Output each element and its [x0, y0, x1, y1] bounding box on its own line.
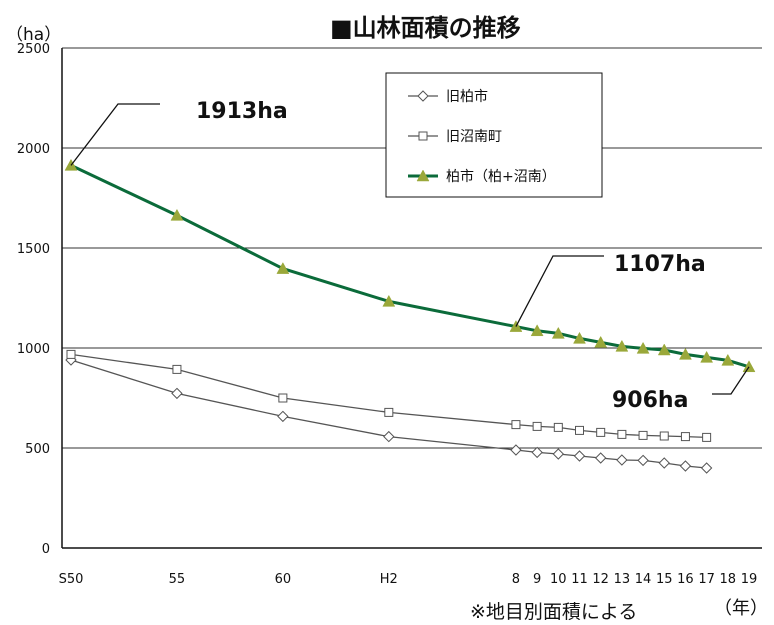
data-point-s2-17 [700, 350, 714, 363]
data-point-s0-15 [658, 457, 670, 469]
legend-marker-0 [417, 90, 429, 102]
legend-label-0: 旧柏市 [446, 88, 488, 105]
x-tick-label-17: 17 [698, 572, 715, 587]
x-tick-label-60: 60 [275, 572, 292, 587]
data-point-s1-H2 [384, 407, 394, 417]
x-tick-label-16: 16 [677, 572, 694, 587]
data-point-s1-55 [172, 364, 182, 374]
annotation-leader-1 [515, 255, 604, 327]
data-point-s1-S50 [66, 349, 76, 359]
data-point-s1-9 [532, 421, 542, 431]
data-point-s1-14 [638, 430, 648, 440]
y-axis-unit: （ha） [6, 25, 62, 45]
y-tick-label-0: 0 [42, 542, 50, 557]
data-point-s2-15 [657, 343, 671, 356]
data-point-s0-14 [637, 454, 649, 467]
source-note: ※地目別面積による [470, 601, 638, 623]
data-point-s0-55 [171, 387, 183, 400]
data-point-s2-19 [742, 360, 756, 373]
data-point-s0-16 [679, 460, 692, 472]
data-point-s2-13 [615, 339, 629, 352]
x-tick-label-15: 15 [656, 572, 673, 587]
data-point-s2-55 [170, 208, 184, 221]
data-point-s1-8 [511, 420, 521, 430]
y-tick-label-1500: 1500 [17, 242, 50, 257]
data-point-s1-17 [702, 432, 712, 442]
data-point-s0-9 [531, 446, 543, 459]
legend-label-1: 旧沼南町 [446, 129, 502, 145]
data-point-s2-9 [530, 324, 544, 337]
data-point-s2-11 [573, 331, 586, 344]
x-tick-label-12: 12 [592, 572, 609, 587]
legend-marker-1 [418, 131, 428, 141]
data-point-s2-H2 [382, 294, 396, 307]
data-point-s0-13 [616, 454, 628, 466]
annotation-label-1: 1107ha [614, 252, 706, 277]
chart-title: ■山林面積の推移 [330, 14, 521, 42]
x-tick-label-11: 11 [571, 572, 588, 587]
data-point-s0-8 [510, 444, 522, 456]
data-point-s0-H2 [383, 430, 395, 443]
x-tick-label-H2: H2 [380, 572, 398, 587]
x-axis-unit: （年） [714, 598, 768, 619]
data-point-s1-10 [553, 422, 563, 432]
legend-label-2: 柏市（柏+沼南） [446, 168, 556, 185]
x-tick-label-9: 9 [533, 572, 541, 587]
y-tick-label-2000: 2000 [17, 142, 50, 157]
data-point-s2-14 [636, 341, 650, 354]
x-tick-label-19: 19 [741, 572, 758, 587]
x-tick-label-S50: S50 [59, 572, 84, 587]
series-line-2 [70, 164, 750, 369]
data-point-s1-60 [278, 393, 288, 403]
annotation-label-0: 1913ha [196, 99, 288, 124]
y-tick-label-500: 500 [25, 442, 50, 457]
data-point-s1-15 [659, 431, 669, 441]
x-tick-label-14: 14 [635, 572, 652, 587]
x-tick-label-10: 10 [550, 572, 567, 587]
data-point-s1-12 [596, 427, 606, 437]
data-point-s0-60 [277, 410, 289, 423]
data-point-s0-11 [573, 450, 586, 462]
data-point-s1-13 [617, 429, 627, 439]
data-point-s0-10 [552, 448, 565, 460]
data-point-s0-17 [700, 462, 713, 474]
data-point-s1-16 [680, 432, 690, 442]
x-tick-label-8: 8 [512, 572, 520, 587]
y-tick-label-2500: 2500 [17, 42, 50, 57]
data-point-s2-12 [594, 335, 608, 348]
data-point-s2-10 [551, 326, 565, 339]
data-point-s2-60 [276, 262, 290, 274]
legend-marker-2 [416, 169, 430, 182]
annotation-label-2: 906ha [612, 388, 688, 413]
data-point-s2-16 [679, 347, 692, 360]
x-tick-label-18: 18 [720, 572, 737, 587]
annotation-leader-0 [70, 103, 160, 166]
x-tick-label-55: 55 [169, 572, 186, 587]
y-tick-label-1000: 1000 [17, 342, 50, 357]
data-point-s0-12 [594, 452, 607, 464]
x-tick-label-13: 13 [614, 572, 631, 587]
data-point-s2-18 [721, 353, 735, 366]
data-point-s1-11 [575, 425, 584, 435]
annotation-leader-2 [712, 366, 750, 395]
